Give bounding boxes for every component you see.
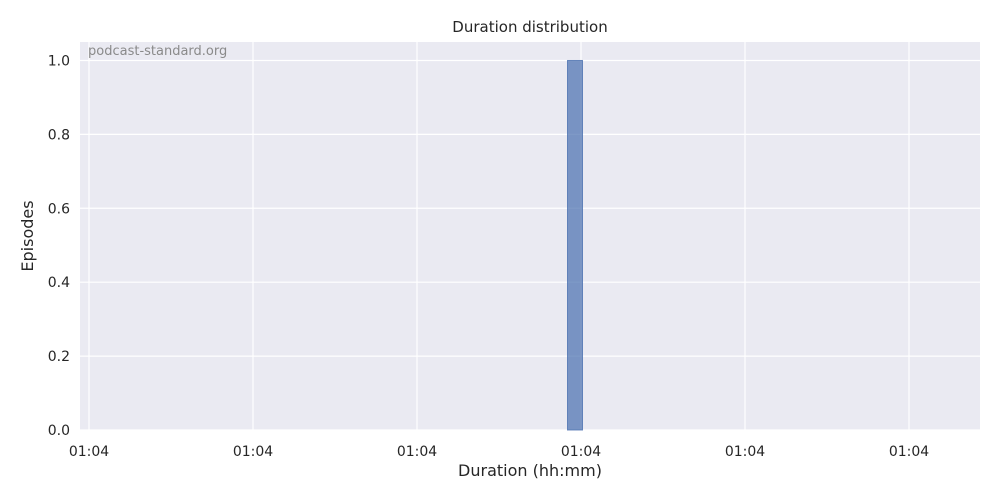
y-tick-label: 0.0 [48, 423, 70, 439]
y-tick-label: 0.4 [48, 275, 70, 291]
bars [567, 59, 583, 431]
x-tick-label: 01:04 [397, 444, 437, 460]
x-tick-label: 01:04 [725, 444, 765, 460]
tick-labels: 01:04 01:04 01:04 01:04 01:04 01:04 0.0 0.2 0.4 0… [48, 53, 930, 460]
y-axis-label: Episodes [18, 200, 37, 271]
x-tick-label: 01:04 [233, 444, 273, 460]
x-tick-label: 01:04 [561, 444, 601, 460]
y-tick-label: 1.0 [48, 53, 70, 69]
x-tick-label: 01:04 [889, 444, 929, 460]
x-axis-label: Duration (hh:mm) [458, 461, 602, 480]
chart-title: Duration distribution [452, 18, 607, 36]
grid-lines [80, 42, 980, 431]
y-tick-label: 0.8 [48, 127, 70, 143]
x-tick-label: 01:04 [69, 444, 109, 460]
histogram-bar [567, 59, 583, 431]
y-tick-label: 0.6 [48, 201, 70, 217]
plot-area [80, 42, 980, 430]
watermark-text: podcast-standard.org [88, 44, 227, 59]
y-tick-label: 0.2 [48, 349, 70, 365]
